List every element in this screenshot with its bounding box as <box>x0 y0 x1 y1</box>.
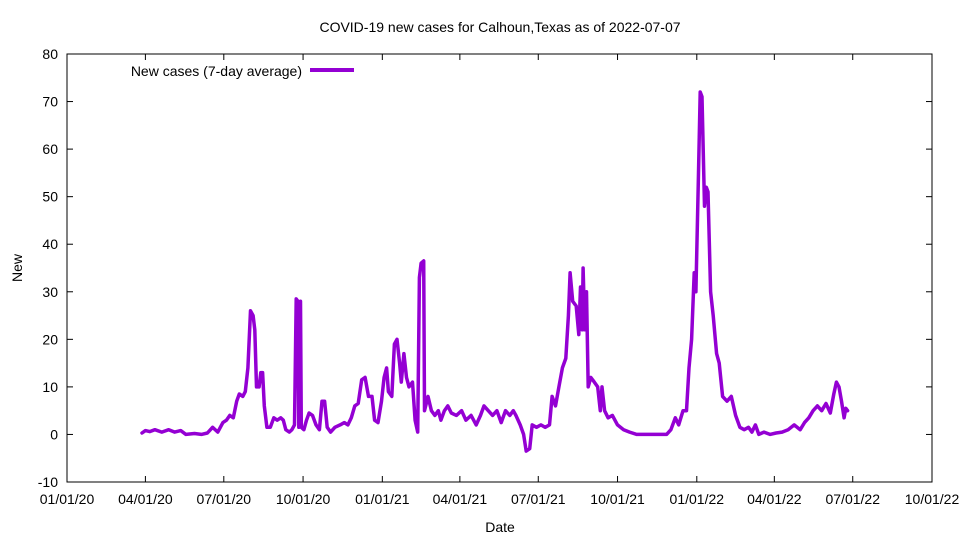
x-tick-label: 04/01/21 <box>433 491 488 507</box>
chart-title: COVID-19 new cases for Calhoun,Texas as … <box>319 19 680 35</box>
legend-label: New cases (7-day average) <box>131 63 302 79</box>
y-tick-label: 60 <box>42 141 58 157</box>
y-tick-label: 80 <box>42 46 58 62</box>
y-tick-label: 40 <box>42 236 58 252</box>
y-tick-label: -10 <box>38 474 58 490</box>
x-axis: 01/01/20 04/01/20 07/01/20 10/01/20 01/01/21… <box>40 54 960 507</box>
x-tick-label: 07/01/21 <box>511 491 566 507</box>
x-tick-label: 10/01/20 <box>276 491 331 507</box>
x-tick-label: 01/01/21 <box>355 491 410 507</box>
x-tick-label: 07/01/20 <box>197 491 252 507</box>
x-tick-label: 10/01/21 <box>590 491 645 507</box>
series-layer <box>140 90 850 453</box>
x-tick-label: 04/01/22 <box>747 491 802 507</box>
y-tick-label: 20 <box>42 331 58 347</box>
x-axis-label: Date <box>485 519 515 535</box>
series-line-new-cases <box>140 90 850 453</box>
legend: New cases (7-day average) <box>131 63 354 79</box>
y-tick-label: 0 <box>50 426 58 442</box>
x-tick-label: 01/01/22 <box>670 491 725 507</box>
y-axis-label: New <box>9 253 25 282</box>
y-tick-label: 10 <box>42 379 58 395</box>
plot-area-frame <box>66 53 933 483</box>
x-tick-label: 10/01/22 <box>905 491 960 507</box>
y-tick-label: 70 <box>42 94 58 110</box>
y-tick-label: 50 <box>42 189 58 205</box>
x-tick-label: 07/01/22 <box>825 491 880 507</box>
x-tick-label: 04/01/20 <box>118 491 173 507</box>
y-tick-label: 30 <box>42 284 58 300</box>
y-axis: -10 0 10 20 30 40 50 60 70 80 <box>38 46 932 490</box>
x-tick-label: 01/01/20 <box>40 491 95 507</box>
